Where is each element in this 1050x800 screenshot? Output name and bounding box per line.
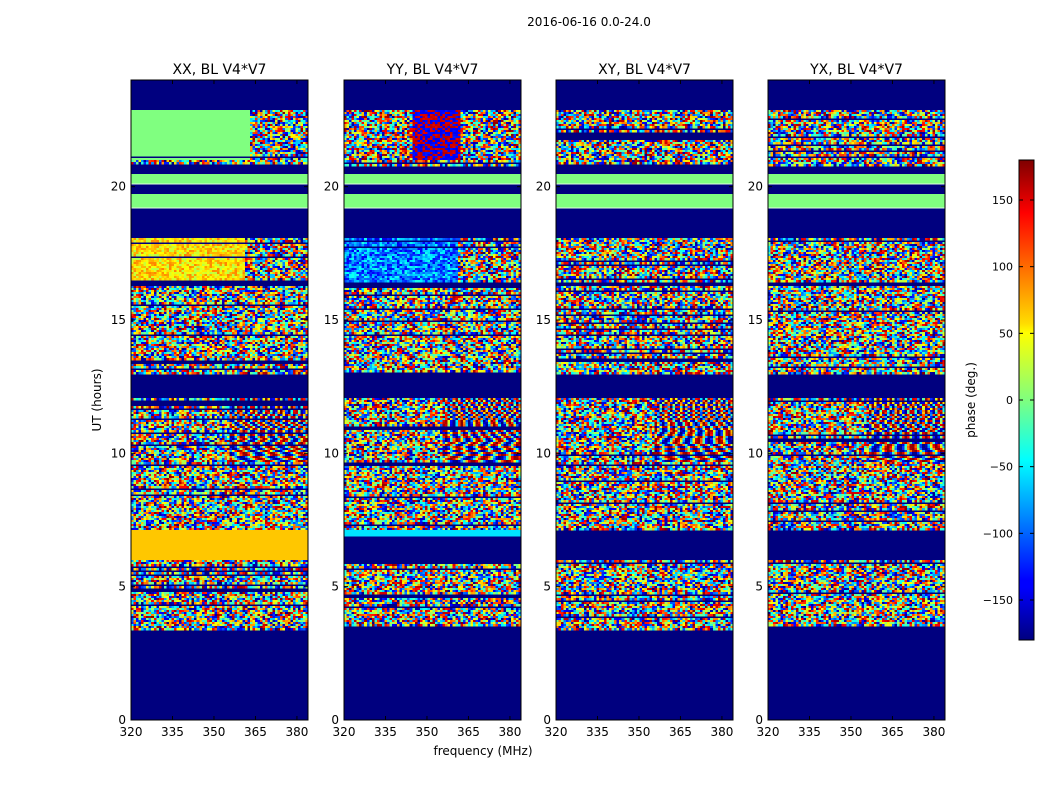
x-tick-label: 380 [498,725,521,739]
subplot-title: YY, BL V4*V7 [386,62,479,78]
x-tick-label: 350 [840,725,863,739]
panel-3: XY, BL V4*V7 320 335 350 365 380 0 5 10 15 20 [536,62,734,739]
colorbar-tick-label: 150 [992,194,1013,207]
figure-title: 2016-06-16 0.0-24.0 [527,15,651,29]
y-tick-label: 5 [118,580,126,594]
colorbar-tick-label: 0 [1006,394,1013,407]
x-tick-label: 335 [586,725,609,739]
y-tick-label: 20 [324,180,339,194]
x-tick-label: 350 [416,725,439,739]
y-tick-label: 10 [324,446,339,460]
x-tick-label: 320 [120,725,143,739]
subplot-title: XX, BL V4*V7 [173,62,267,78]
y-axis-label: UT (hours) [90,368,104,431]
y-tick-label: 10 [111,446,126,460]
x-tick-label: 365 [457,725,480,739]
x-tick-label: 320 [333,725,356,739]
y-tick-label: 0 [118,713,126,727]
y-tick-label: 5 [755,580,763,594]
y-tick-label: 15 [536,313,551,327]
x-tick-label: 320 [545,725,568,739]
x-axis-label: frequency (MHz) [433,744,532,758]
y-tick-label: 15 [324,313,339,327]
panel-1: XX, BL V4*V7 320 335 350 365 380 0 5 10 15 20 [111,62,309,739]
colorbar-label: phase (deg.) [964,362,978,438]
x-tick-label: 335 [161,725,184,739]
panel-2: YY, BL V4*V7 320 335 350 365 380 0 5 10 15 20 [324,62,522,739]
y-tick-label: 15 [111,313,126,327]
y-tick-label: 10 [748,446,763,460]
x-tick-label: 380 [285,725,308,739]
y-tick-label: 20 [111,180,126,194]
subplot-title: XY, BL V4*V7 [598,62,691,78]
x-tick-label: 365 [669,725,692,739]
x-tick-label: 350 [628,725,651,739]
x-tick-label: 380 [922,725,945,739]
x-tick-label: 365 [244,725,267,739]
y-tick-label: 10 [536,446,551,460]
colorbar-tick-label: −100 [983,527,1013,540]
x-tick-label: 320 [757,725,780,739]
x-tick-label: 350 [203,725,226,739]
x-tick-label: 380 [710,725,733,739]
x-tick-label: 365 [881,725,904,739]
y-tick-label: 15 [748,313,763,327]
y-tick-label: 5 [331,580,339,594]
panel-4: YX, BL V4*V7 320 335 350 365 380 0 5 10 15 20 [748,62,946,739]
colorbar-tick-label: 100 [992,261,1013,274]
colorbar-tick-label: −50 [990,461,1013,474]
y-tick-label: 0 [331,713,339,727]
y-tick-label: 20 [748,180,763,194]
colorbar-tick-label: 50 [999,327,1013,340]
x-tick-label: 335 [374,725,397,739]
y-tick-label: 5 [543,580,551,594]
y-tick-label: 0 [755,713,763,727]
colorbar: 150 100 50 0 −50 −100 −150 phase (deg.) [964,160,1034,640]
subplot-title: YX, BL V4*V7 [809,62,903,78]
x-tick-label: 335 [798,725,821,739]
y-tick-label: 0 [543,713,551,727]
colorbar-tick-label: −150 [983,594,1013,607]
y-tick-label: 20 [536,180,551,194]
